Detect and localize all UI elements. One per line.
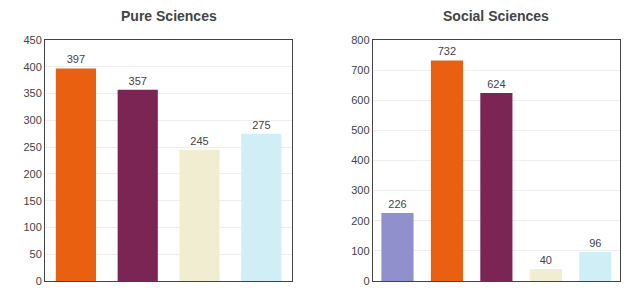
svg-text:800: 800 [351, 34, 369, 46]
svg-text:500: 500 [351, 124, 369, 136]
svg-text:50: 50 [30, 248, 42, 260]
svg-text:450: 450 [23, 34, 41, 46]
svg-text:100: 100 [351, 245, 369, 257]
svg-text:300: 300 [351, 184, 369, 196]
svg-text:40: 40 [540, 254, 552, 266]
svg-text:300: 300 [23, 114, 41, 126]
svg-text:100: 100 [23, 221, 41, 233]
svg-text:397: 397 [67, 53, 85, 65]
svg-text:200: 200 [351, 215, 369, 227]
svg-text:400: 400 [351, 154, 369, 166]
svg-text:250: 250 [23, 141, 41, 153]
svg-text:200: 200 [23, 168, 41, 180]
svg-text:150: 150 [23, 195, 41, 207]
svg-text:400: 400 [23, 61, 41, 73]
svg-text:0: 0 [363, 275, 369, 287]
svg-text:700: 700 [351, 64, 369, 76]
svg-text:Social Sciences: Social Sciences [443, 8, 549, 24]
svg-text:275: 275 [252, 119, 270, 131]
svg-text:732: 732 [438, 45, 456, 57]
svg-text:245: 245 [190, 135, 208, 147]
svg-text:226: 226 [388, 198, 406, 210]
svg-text:357: 357 [129, 75, 147, 87]
svg-text:0: 0 [36, 275, 42, 287]
svg-text:96: 96 [589, 237, 601, 249]
svg-text:Pure Sciences: Pure Sciences [121, 8, 217, 24]
svg-text:624: 624 [487, 78, 505, 90]
svg-text:600: 600 [351, 94, 369, 106]
svg-text:350: 350 [23, 87, 41, 99]
